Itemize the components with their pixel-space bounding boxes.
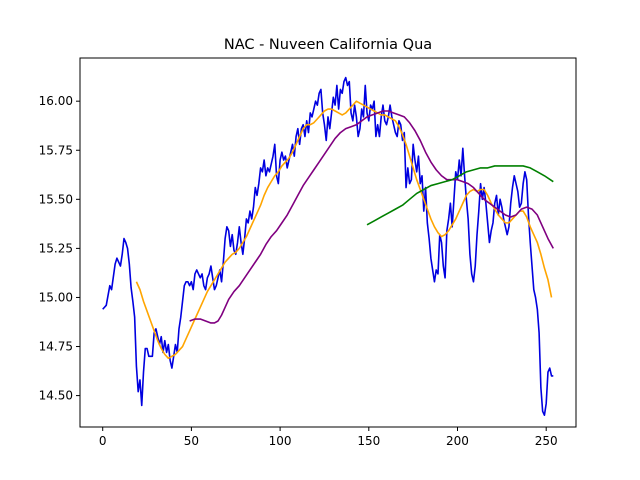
- x-axis: 0 50 100 150 200 250: [99, 427, 558, 448]
- y-tick-label: 14.75: [39, 340, 73, 354]
- series-layer: [102, 76, 554, 417]
- plot-area-frame: [79, 57, 577, 428]
- y-tick-label: 15.50: [39, 192, 73, 206]
- x-tick-label: 200: [446, 434, 469, 448]
- y-axis: 14.50 14.75 15.00 15.25 15.50 15.75 16.00: [39, 94, 80, 403]
- series-line-1: [135, 100, 553, 360]
- series-line-0: [102, 76, 554, 417]
- chart-title: NAC - Nuveen California Qua: [224, 37, 432, 53]
- y-tick-label: 15.25: [39, 241, 73, 255]
- x-tick-label: 150: [357, 434, 380, 448]
- x-tick-label: 0: [99, 434, 107, 448]
- x-tick-label: 250: [535, 434, 558, 448]
- y-tick-label: 16.00: [39, 94, 73, 108]
- x-tick-label: 50: [184, 434, 199, 448]
- y-tick-label: 15.00: [39, 290, 73, 304]
- series-line-2: [189, 110, 554, 324]
- x-tick-label: 100: [269, 434, 292, 448]
- y-tick-label: 14.50: [39, 389, 73, 403]
- series-line-3: [366, 165, 554, 226]
- y-tick-label: 15.75: [39, 143, 73, 157]
